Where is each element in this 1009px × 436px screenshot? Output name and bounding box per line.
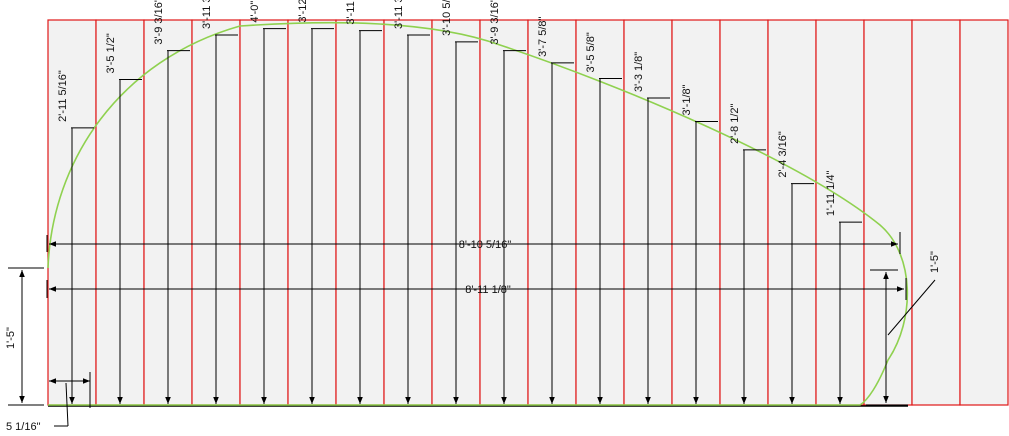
left-height-label: 1'-5": [5, 327, 17, 349]
vertical-dimension-label: 3'-5 5/8": [585, 32, 597, 72]
vertical-dimension-label: 2'-8 1/2": [729, 104, 741, 144]
vertical-dimension: 4'-0": [249, 1, 286, 404]
vertical-dimension: 3'-7 5/8": [537, 17, 574, 404]
vertical-dimension: 3'-10 5/16": [441, 0, 478, 404]
bottom-offset-dimension: 5 1/16": [6, 372, 91, 433]
horizontal-dimension-1: 8'-10 5/16": [46, 232, 901, 254]
horizontal-dimension-1-label: 8'-10 5/16": [459, 239, 512, 251]
bottom-offset-label: 5 1/16": [6, 421, 41, 433]
vertical-dimension: 3'-12": [297, 0, 334, 404]
vertical-dimension: 3'-9 3/16": [489, 0, 526, 404]
arch-curve: [47, 21, 909, 406]
panel: [863, 19, 913, 406]
vertical-dimension-label: 4'-0": [249, 1, 261, 23]
vertical-dimensions: 2'-11 5/16" 3'-5 1/2" 3'-9 3/16" 3'-11 3/16…: [57, 0, 862, 404]
vertical-dimension: 3'-11 3/4": [345, 0, 382, 404]
vertical-dimension-label: 3'-9 3/16": [489, 0, 501, 45]
vertical-dimension: 3'-11 3/16": [201, 0, 238, 404]
vertical-dimension-label: 2'-11 5/16": [57, 70, 69, 122]
vertical-dimension: 2'-4 3/16": [777, 131, 814, 404]
vertical-dimension: 2'-8 1/2": [729, 104, 766, 404]
vertical-dimension-label: 2'-4 3/16": [777, 131, 789, 177]
left-height-dimension: 1'-5": [5, 267, 44, 406]
horizontal-dimension-2: 8'-11 1/8": [46, 278, 907, 300]
vertical-dimension: 3'-9 3/16": [153, 0, 190, 404]
vertical-dimension-label: 3'-10 5/16": [441, 0, 453, 36]
vertical-dimension-label: 3'-12": [297, 0, 309, 23]
vertical-dimension-label: 1'-11 1/4": [825, 171, 837, 217]
vertical-dimension-label: 3'-11 3/4": [345, 0, 357, 25]
vertical-dimension-label: 3'-9 3/16": [153, 0, 165, 45]
vertical-dimension: 3'-1/8": [681, 84, 718, 404]
vertical-dimension-label: 3'-3 1/8": [633, 52, 645, 92]
panel: [959, 19, 1009, 406]
vertical-dimension-label: 3'-1/8": [681, 84, 693, 115]
horizontal-dimension-2-label: 8'-11 1/8": [465, 284, 511, 296]
panel: [911, 19, 961, 406]
right-height-label: 1'-5": [929, 251, 941, 273]
vertical-dimension-label: 3'-11 3/16": [201, 0, 213, 29]
vertical-dimension: 3'-3 1/8": [633, 52, 670, 404]
vertical-dimension: 2'-11 5/16": [57, 70, 94, 404]
right-height-dimension: 1'-5": [866, 251, 941, 406]
vertical-dimension: 1'-11 1/4": [825, 171, 862, 404]
vertical-dimension: 3'-11 3/16": [393, 0, 430, 404]
vertical-dimension-label: 3'-5 1/2": [105, 33, 117, 73]
vertical-dimension-label: 3'-7 5/8": [537, 17, 549, 57]
vertical-dimension-label: 3'-11 3/16": [393, 0, 405, 29]
